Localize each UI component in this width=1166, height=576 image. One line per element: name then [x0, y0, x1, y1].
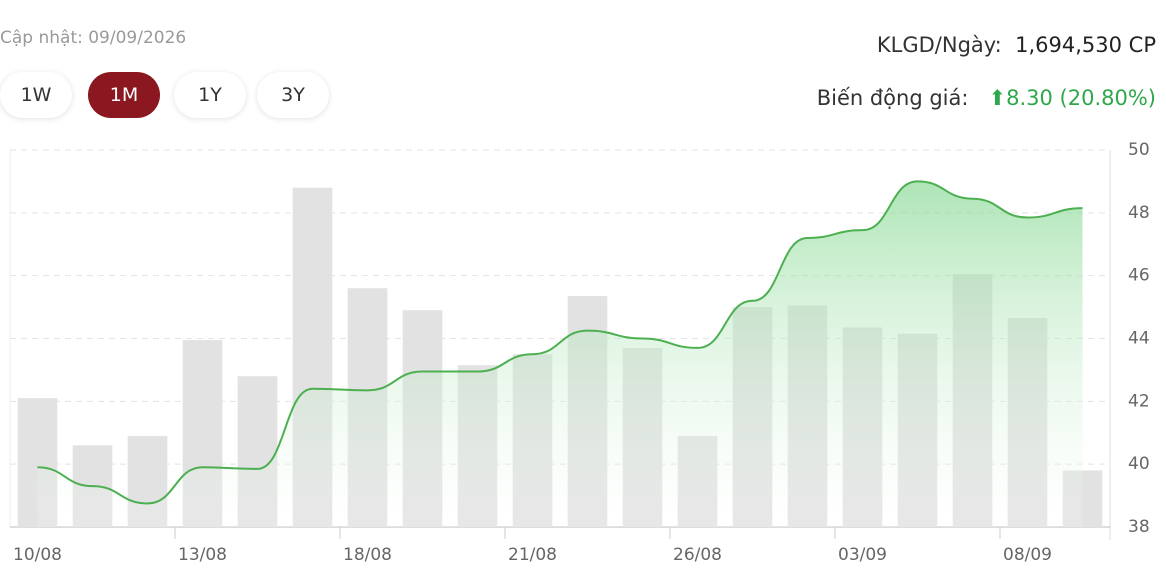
y-tick-label: 40 [1128, 454, 1150, 474]
change-stat: Biến động giá: ⬆8.30 (20.80%) [817, 86, 1156, 110]
y-tick-label: 38 [1128, 517, 1150, 537]
y-tick-label: 50 [1128, 140, 1150, 160]
volume-label: KLGD/Ngày: [876, 33, 1002, 57]
range-button[interactable]: 3Y [257, 72, 329, 118]
range-button[interactable]: 1M [88, 72, 160, 118]
y-tick-label: 44 [1128, 329, 1150, 349]
price-area [37, 181, 1083, 527]
x-tick-label: 21/08 [508, 545, 557, 565]
volume-stat: KLGD/Ngày: 1,694,530 CP [877, 33, 1156, 57]
range-button[interactable]: 1W [0, 72, 72, 118]
x-tick-label: 26/08 [673, 545, 722, 565]
change-label: Biến động giá: [816, 86, 969, 110]
y-tick-label: 46 [1128, 266, 1150, 286]
x-tick-label: 08/09 [1003, 545, 1052, 565]
x-tick-label: 03/09 [838, 545, 887, 565]
updated-date: Cập nhật: 09/09/2026 [0, 28, 187, 48]
x-tick-label: 18/08 [343, 545, 392, 565]
volume-value: 1,694,530 CP [1015, 33, 1156, 57]
y-tick-label: 48 [1128, 203, 1150, 223]
y-tick-label: 42 [1128, 391, 1150, 411]
change-value: 8.30 (20.80%) [1006, 86, 1156, 110]
range-button[interactable]: 1Y [174, 72, 246, 118]
price-line [37, 180, 1083, 505]
x-tick-label: 10/08 [13, 545, 62, 565]
up-arrow: ⬆ [988, 86, 1007, 110]
x-tick-label: 13/08 [178, 545, 227, 565]
